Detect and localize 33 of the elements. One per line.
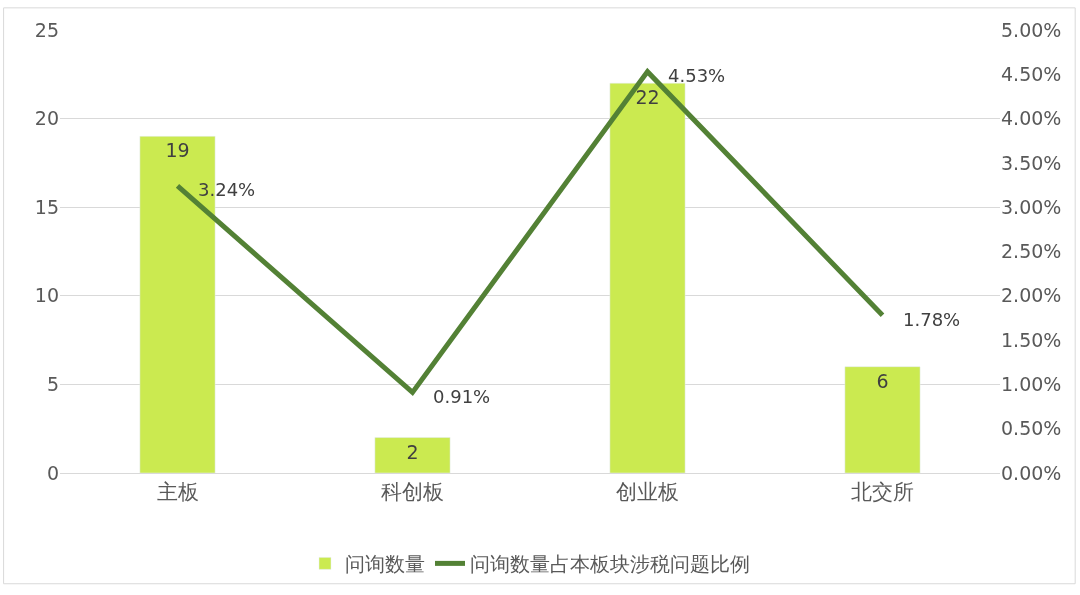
y2-tick-label: 3.50% xyxy=(1001,151,1062,174)
y-tick-label: 10 xyxy=(34,284,59,307)
bar xyxy=(844,366,921,473)
y2-tick-label: 2.00% xyxy=(1001,284,1062,307)
y-tick-label: 15 xyxy=(34,195,59,218)
data-label: 6 xyxy=(876,369,889,392)
data-label: 2 xyxy=(406,440,419,463)
y-tick-label: 25 xyxy=(34,18,59,41)
x-tick-label: 创业板 xyxy=(616,480,679,505)
x-tick-label: 北交所 xyxy=(851,480,914,505)
data-label: 19 xyxy=(165,139,190,162)
data-label: 22 xyxy=(635,86,660,109)
legend-label: 问询数量 xyxy=(345,552,425,577)
y2-tick-label: 0.00% xyxy=(1001,461,1062,484)
data-label: 4.53% xyxy=(668,65,726,86)
y-tick-label: 5 xyxy=(46,373,59,396)
y2-tick-label: 4.00% xyxy=(1001,107,1062,130)
x-tick-label: 科创板 xyxy=(381,480,444,505)
y-tick-label: 20 xyxy=(34,107,59,130)
y-tick-label: 0 xyxy=(46,461,59,484)
y2-tick-label: 2.50% xyxy=(1001,240,1062,263)
y2-tick-label: 1.00% xyxy=(1001,373,1062,396)
y2-tick-label: 3.00% xyxy=(1001,195,1062,218)
legend-label: 问询数量占本板块涉税问题比例 xyxy=(470,552,750,577)
data-label: 1.78% xyxy=(903,309,961,330)
x-tick-label: 主板 xyxy=(156,480,199,505)
data-label: 0.91% xyxy=(433,386,491,407)
y2-tick-label: 5.00% xyxy=(1001,18,1062,41)
bar xyxy=(609,82,686,473)
y2-tick-label: 1.50% xyxy=(1001,328,1062,351)
bar xyxy=(374,437,451,473)
y2-tick-label: 0.50% xyxy=(1001,417,1062,440)
y2-tick-label: 4.50% xyxy=(1001,62,1062,85)
